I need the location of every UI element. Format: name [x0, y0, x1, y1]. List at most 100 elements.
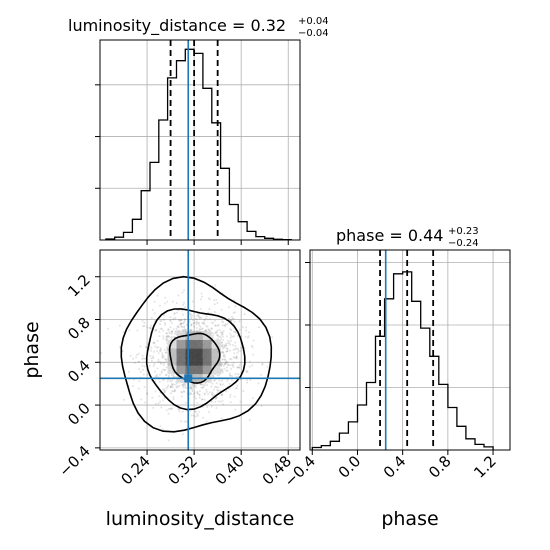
scatter-point [168, 336, 171, 338]
scatter-point [154, 345, 157, 348]
scatter-point [248, 331, 251, 334]
luminosity-distance-title-upper-error: +0.04 [298, 16, 329, 27]
scatter-point [249, 379, 252, 382]
scatter-point [206, 325, 209, 328]
phase-axes-frame [309, 249, 511, 451]
scatter-point [163, 314, 166, 317]
scatter-point [165, 373, 168, 376]
scatter-point [175, 327, 178, 330]
scatter-point [221, 393, 224, 396]
scatter-point [184, 318, 186, 321]
scatter-point [222, 335, 225, 338]
scatter-point [234, 305, 237, 308]
scatter-point [149, 327, 152, 330]
x-axis-label-phase: phase [381, 508, 438, 530]
scatter-point [244, 335, 247, 338]
phase-title-upper-error: +0.23 [448, 226, 479, 237]
scatter-point [225, 344, 228, 347]
scatter-point [211, 375, 214, 378]
scatter-point [164, 296, 167, 299]
scatter-point [192, 318, 194, 321]
scatter-point [206, 405, 209, 408]
scatter-point [170, 338, 173, 341]
scatter-point [156, 367, 159, 370]
scatter-point [249, 360, 252, 363]
scatter-point [149, 326, 152, 329]
scatter-point [212, 332, 215, 335]
scatter-point [180, 325, 183, 328]
scatter-point [221, 341, 223, 344]
scatter-point [167, 439, 170, 442]
scatter-point [245, 329, 248, 332]
scatter-point [212, 379, 215, 382]
scatter-point [221, 331, 224, 334]
scatter-point [183, 329, 185, 332]
scatter-point [246, 370, 249, 373]
scatter-point [261, 363, 264, 366]
scatter-point [252, 397, 254, 400]
scatter-point [218, 379, 221, 382]
scatter-point [135, 353, 138, 356]
scatter-point [214, 284, 217, 287]
scatter-point [222, 351, 225, 354]
scatter-point [203, 384, 206, 387]
scatter-point [234, 345, 237, 347]
scatter-point [156, 350, 159, 353]
phase-x-tick-label: 0.8 [425, 452, 455, 482]
density-cell [167, 365, 177, 375]
scatter-point [195, 386, 197, 389]
scatter-point [208, 391, 211, 394]
scatter-point [181, 391, 184, 394]
scatter-point [235, 355, 238, 358]
scatter-point [160, 327, 163, 330]
scatter-point [230, 329, 233, 332]
scatter-point [182, 383, 185, 386]
scatter-point [181, 433, 184, 436]
scatter-point [169, 319, 172, 322]
scatter-point [172, 383, 175, 386]
scatter-point [143, 365, 146, 368]
scatter-point [203, 318, 206, 321]
scatter-point [161, 428, 164, 431]
scatter-point [123, 398, 126, 401]
scatter-point [213, 393, 215, 396]
scatter-point [143, 321, 146, 324]
scatter-point [129, 354, 132, 357]
scatter-point [183, 301, 186, 304]
scatter-point [171, 336, 174, 339]
scatter-point [218, 335, 221, 338]
scatter-point [194, 384, 197, 387]
scatter-point [173, 313, 176, 316]
scatter-point [142, 373, 145, 376]
phase-histogram [311, 271, 494, 450]
scatter-point [201, 398, 203, 401]
scatter-point [223, 345, 226, 348]
scatter-point [161, 379, 164, 382]
scatter-point [260, 373, 263, 376]
joint-y-tick-label: 1.2 [64, 271, 94, 301]
scatter-point [227, 364, 230, 367]
scatter-point [227, 306, 230, 309]
scatter-point [158, 330, 161, 333]
scatter-point [165, 366, 168, 369]
scatter-point [181, 329, 184, 331]
scatter-point [181, 291, 184, 294]
scatter-point [228, 387, 231, 390]
scatter-point [206, 318, 209, 321]
scatter-point [168, 374, 170, 377]
scatter-point [202, 383, 205, 386]
scatter-point [210, 405, 213, 408]
scatter-point [153, 300, 156, 303]
scatter-point [224, 325, 227, 328]
scatter-point [228, 382, 231, 385]
scatter-point [199, 383, 202, 386]
scatter-point [224, 363, 226, 365]
scatter-point [231, 375, 234, 378]
scatter-point [221, 333, 224, 336]
scatter-point [192, 322, 195, 325]
scatter-point [161, 356, 164, 359]
scatter-point [230, 358, 233, 361]
scatter-point [224, 358, 227, 361]
scatter-point [165, 336, 168, 339]
scatter-point [184, 328, 186, 331]
